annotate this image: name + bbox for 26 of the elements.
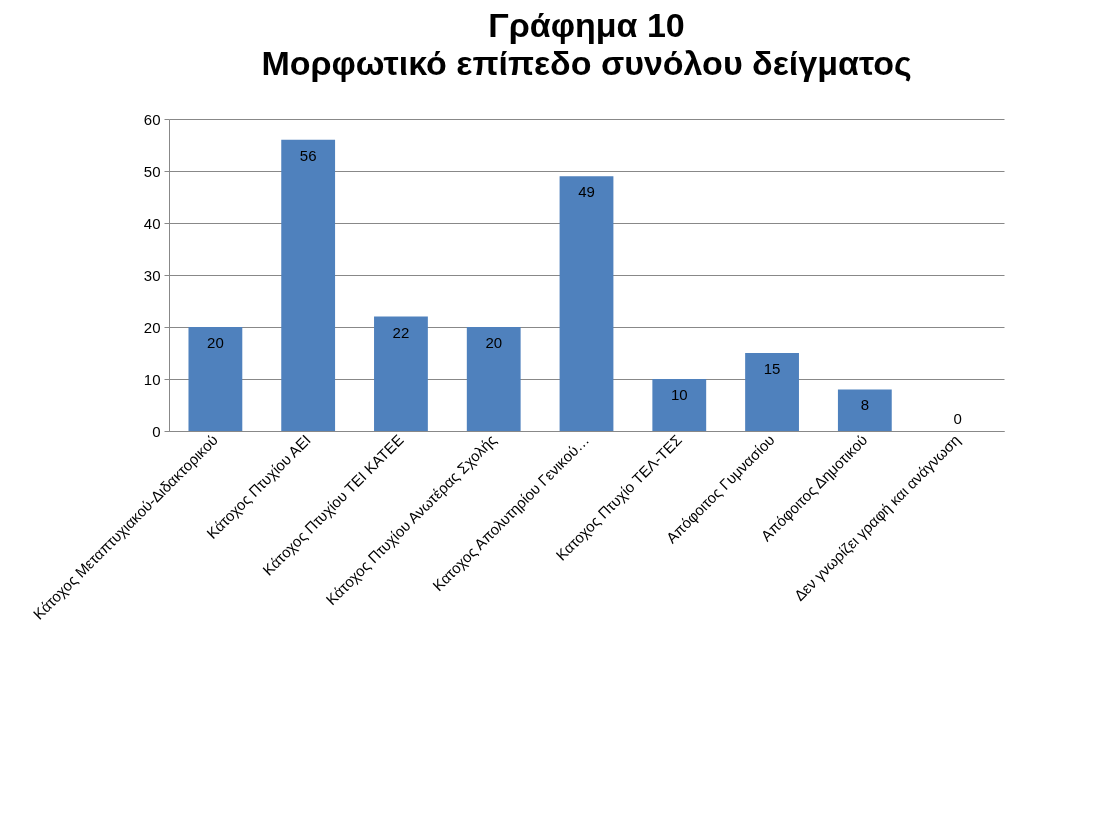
bar [374,316,428,431]
y-tick-label: 60 [143,110,161,128]
bar [559,176,614,431]
data-label: 49 [578,183,595,201]
bar [466,327,521,431]
bar [837,389,892,431]
data-label: 8 [860,396,870,414]
chart-title: Γράφημα 10 [488,6,685,44]
bar [281,139,336,431]
chart-subtitle: Μορφωτικό επίπεδο συνόλου δείγματος [261,44,912,82]
data-label: 20 [207,334,224,351]
data-label: 56 [299,146,317,164]
y-tick-label: 50 [143,162,161,180]
y-tick-label: 10 [143,370,161,388]
data-label: 15 [763,360,781,377]
data-label: 10 [670,386,688,403]
data-label: 0 [953,410,962,427]
y-tick-label: 0 [152,422,161,440]
y-tick-label: 20 [143,318,161,336]
data-label: 22 [392,323,410,341]
y-tick-label: 40 [143,214,161,232]
data-label: 20 [485,334,503,351]
bar [745,353,799,431]
bar [188,327,243,431]
y-tick-label: 30 [143,266,161,284]
bar [652,379,707,431]
